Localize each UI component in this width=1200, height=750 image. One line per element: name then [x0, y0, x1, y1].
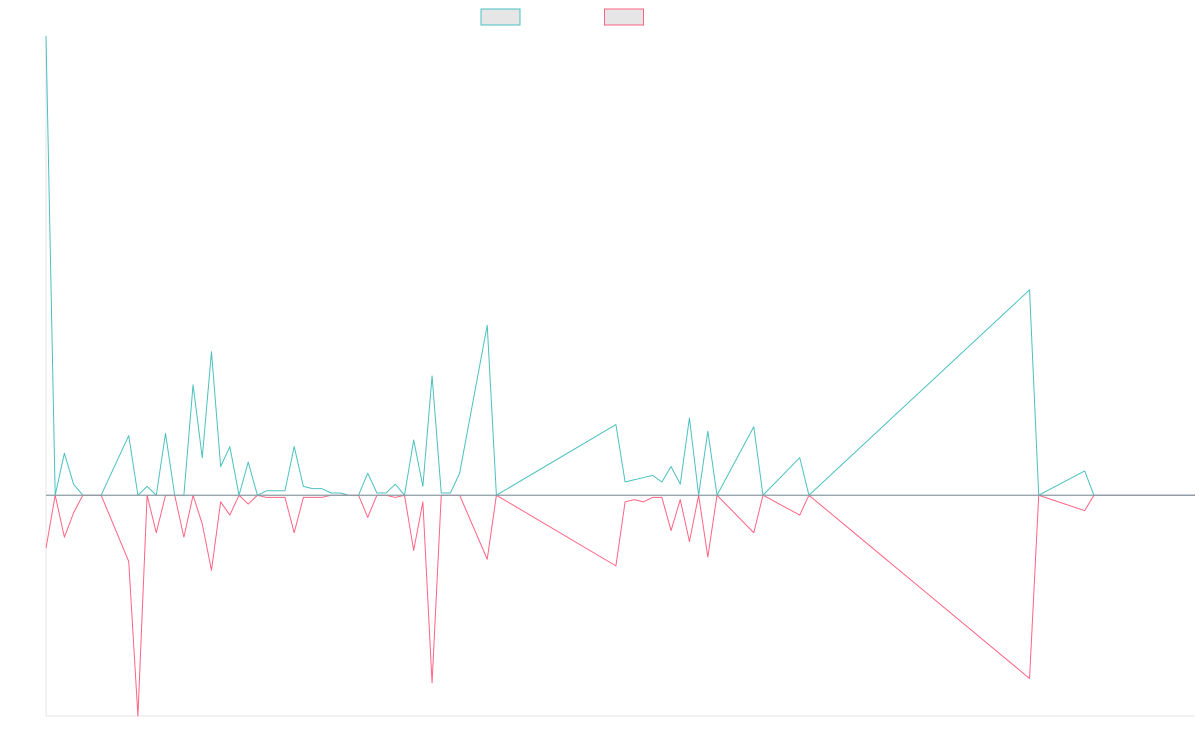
legend	[480, 8, 644, 26]
series-a-line[interactable]	[45, 35, 1195, 496]
series-b-line[interactable]	[45, 494, 1195, 717]
series-layer	[45, 35, 1195, 717]
legend-swatch-series-a[interactable]	[480, 8, 521, 26]
legend-swatch-series-b[interactable]	[604, 8, 644, 26]
axes	[45, 35, 1195, 717]
